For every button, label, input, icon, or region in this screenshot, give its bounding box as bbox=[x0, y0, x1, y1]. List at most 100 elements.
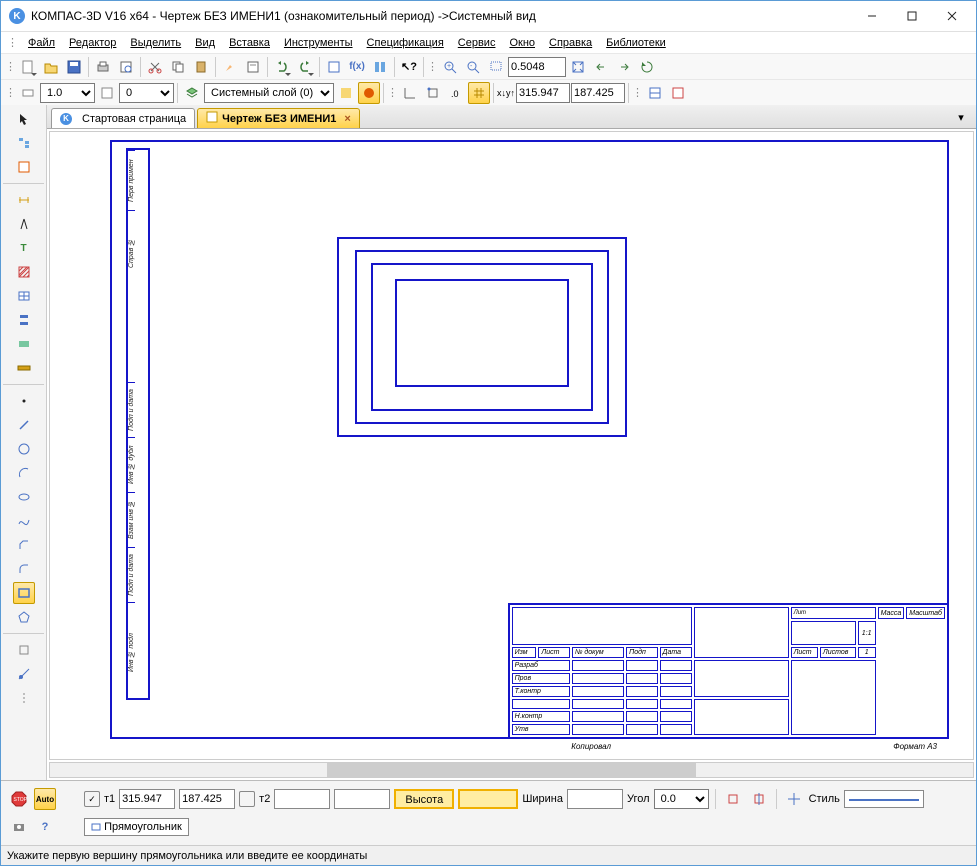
layer-select[interactable]: Системный слой (0) bbox=[204, 83, 334, 103]
coord-x-input[interactable] bbox=[516, 83, 570, 103]
print-preview-button[interactable] bbox=[115, 56, 137, 78]
zoom-fit-button[interactable] bbox=[567, 56, 589, 78]
menu-file[interactable]: Файл bbox=[22, 35, 61, 51]
help-cursor-button[interactable]: ↖? bbox=[398, 56, 420, 78]
print-button[interactable] bbox=[92, 56, 114, 78]
new-button[interactable] bbox=[17, 56, 39, 78]
compass-tool[interactable] bbox=[13, 213, 35, 235]
snap-button[interactable] bbox=[422, 82, 444, 104]
properties-button[interactable] bbox=[242, 56, 264, 78]
vars-button[interactable] bbox=[369, 56, 391, 78]
zoom-prev-button[interactable] bbox=[590, 56, 612, 78]
round-button[interactable]: .0 bbox=[445, 82, 467, 104]
save-button[interactable] bbox=[63, 56, 85, 78]
help-button[interactable]: ? bbox=[34, 816, 56, 838]
text-tool[interactable]: T bbox=[13, 237, 35, 259]
polygon-tool[interactable] bbox=[13, 606, 35, 628]
param-tool[interactable] bbox=[13, 333, 35, 355]
camera-button[interactable] bbox=[8, 816, 30, 838]
menu-window[interactable]: Окно bbox=[503, 35, 541, 51]
shape-tab[interactable]: Прямоугольник bbox=[84, 818, 189, 836]
view-select[interactable]: 0 bbox=[119, 83, 174, 103]
stop-button[interactable]: STOP bbox=[8, 788, 30, 810]
refresh-button[interactable] bbox=[636, 56, 658, 78]
rect-tool[interactable] bbox=[13, 582, 35, 604]
redo-button[interactable] bbox=[294, 56, 316, 78]
tool-x2[interactable] bbox=[13, 663, 35, 685]
height-input[interactable] bbox=[458, 789, 518, 809]
zoom-in-button[interactable]: + bbox=[439, 56, 461, 78]
line-tool[interactable] bbox=[13, 414, 35, 436]
tool-x1[interactable] bbox=[13, 639, 35, 661]
menu-help[interactable]: Справка bbox=[543, 35, 598, 51]
library-button[interactable] bbox=[323, 56, 345, 78]
style-select[interactable] bbox=[844, 790, 924, 808]
t1-checkbox[interactable]: ✓ bbox=[84, 791, 100, 807]
open-button[interactable] bbox=[40, 56, 62, 78]
axis-btn1[interactable] bbox=[722, 788, 744, 810]
misc-tool-1[interactable] bbox=[13, 156, 35, 178]
zoom-window-button[interactable] bbox=[485, 56, 507, 78]
width-input[interactable] bbox=[567, 789, 623, 809]
table-tool[interactable] bbox=[13, 285, 35, 307]
axis-btn2[interactable] bbox=[748, 788, 770, 810]
tab-close-button[interactable]: × bbox=[344, 113, 350, 125]
arc-tool[interactable] bbox=[13, 462, 35, 484]
menu-insert[interactable]: Вставка bbox=[223, 35, 276, 51]
measure-tool[interactable] bbox=[13, 357, 35, 379]
arrow-tool[interactable] bbox=[13, 108, 35, 130]
menu-tools[interactable]: Инструменты bbox=[278, 35, 359, 51]
coord-y-input[interactable] bbox=[571, 83, 625, 103]
auto-button[interactable]: Auto bbox=[34, 788, 56, 810]
t2-checkbox[interactable] bbox=[239, 791, 255, 807]
copy-button[interactable] bbox=[167, 56, 189, 78]
menu-libs[interactable]: Библиотеки bbox=[600, 35, 672, 51]
tree-tool[interactable] bbox=[13, 132, 35, 154]
brush-button[interactable] bbox=[219, 56, 241, 78]
ortho-button[interactable] bbox=[399, 82, 421, 104]
paste-button[interactable] bbox=[190, 56, 212, 78]
maximize-button[interactable] bbox=[892, 2, 932, 30]
menu-select[interactable]: Выделить bbox=[124, 35, 187, 51]
menu-editor[interactable]: Редактор bbox=[63, 35, 122, 51]
tab-start-page[interactable]: K Стартовая страница bbox=[51, 108, 195, 128]
fillet-tool[interactable] bbox=[13, 558, 35, 580]
tab-dropdown[interactable]: ▾ bbox=[950, 106, 972, 128]
menu-spec[interactable]: Спецификация bbox=[361, 35, 450, 51]
chamfer-tool[interactable] bbox=[13, 534, 35, 556]
zoom-out-button[interactable]: - bbox=[462, 56, 484, 78]
circle-tool[interactable] bbox=[13, 438, 35, 460]
t2-y-input[interactable] bbox=[334, 789, 390, 809]
menu-view[interactable]: Вид bbox=[189, 35, 221, 51]
layer-btn1[interactable] bbox=[335, 82, 357, 104]
scale-select[interactable]: 1.0 bbox=[40, 83, 95, 103]
tool-x3[interactable] bbox=[13, 687, 35, 709]
t2-x-input[interactable] bbox=[274, 789, 330, 809]
angle-select[interactable]: 0.0 bbox=[654, 789, 709, 809]
cut-button[interactable] bbox=[144, 56, 166, 78]
table-button[interactable] bbox=[644, 82, 666, 104]
point-tool[interactable] bbox=[13, 390, 35, 412]
zoom-input[interactable] bbox=[508, 57, 566, 77]
align-tool[interactable] bbox=[13, 309, 35, 331]
menu-service[interactable]: Сервис bbox=[452, 35, 502, 51]
layer-btn2[interactable] bbox=[358, 82, 380, 104]
scrollbar-horizontal[interactable] bbox=[49, 762, 974, 778]
minimize-button[interactable] bbox=[852, 2, 892, 30]
close-button[interactable] bbox=[932, 2, 972, 30]
hatch-tool[interactable] bbox=[13, 261, 35, 283]
t1-y-input[interactable] bbox=[179, 789, 235, 809]
grid-btn[interactable] bbox=[783, 788, 805, 810]
tab-drawing[interactable]: Чертеж БЕЗ ИМЕНИ1 × bbox=[197, 108, 360, 128]
layers-icon[interactable] bbox=[181, 82, 203, 104]
spline-tool[interactable] bbox=[13, 510, 35, 532]
grid-button[interactable] bbox=[468, 82, 490, 104]
zoom-next-button[interactable] bbox=[613, 56, 635, 78]
table-button2[interactable] bbox=[667, 82, 689, 104]
ellipse-tool[interactable] bbox=[13, 486, 35, 508]
dim-tool[interactable] bbox=[13, 189, 35, 211]
fx-button[interactable]: f(x) bbox=[346, 56, 368, 78]
drawing-canvas[interactable]: Перв применСправ №Подп и датаИнв № дублВ… bbox=[49, 131, 974, 760]
undo-button[interactable] bbox=[271, 56, 293, 78]
t1-x-input[interactable] bbox=[119, 789, 175, 809]
